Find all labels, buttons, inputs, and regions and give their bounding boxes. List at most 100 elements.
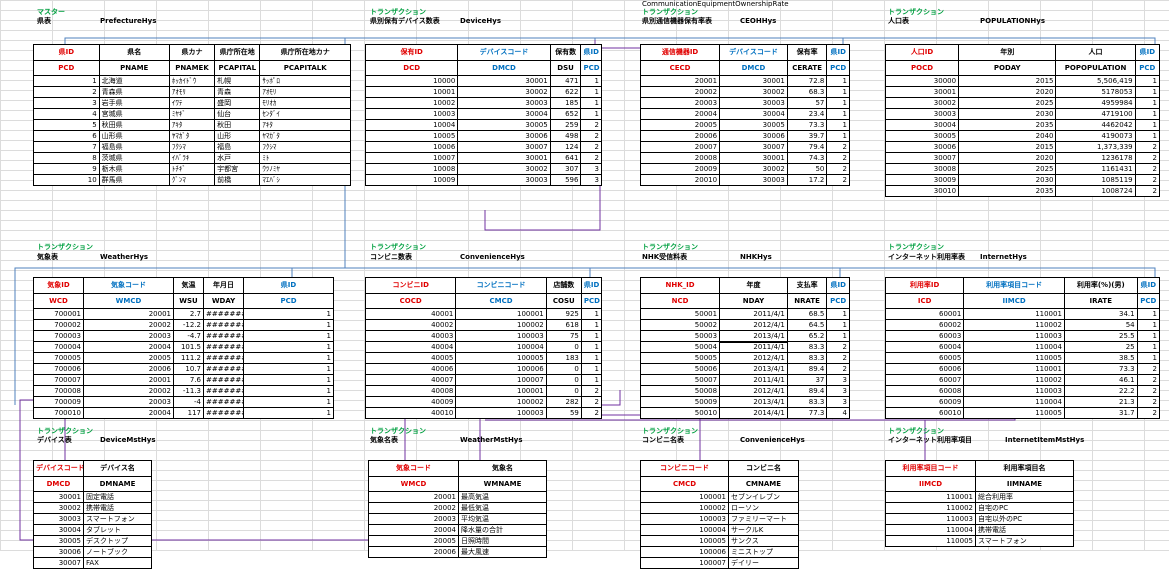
wea-cell[interactable]: 1 — [243, 341, 334, 353]
conv-cell[interactable]: 59 — [545, 407, 582, 419]
inetm-cell[interactable]: 110001 — [885, 491, 976, 503]
pop-cell[interactable]: 30005 — [884, 130, 960, 142]
conv-cell[interactable]: 40006 — [364, 363, 457, 375]
conv-cell[interactable]: 2 — [580, 396, 603, 408]
wea-cell[interactable]: 700002 — [33, 319, 84, 331]
nhk-cell[interactable]: 50009 — [639, 396, 721, 408]
nhk-cell[interactable]: 64.5 — [786, 319, 828, 331]
ce-cell[interactable]: 73.3 — [786, 119, 828, 131]
dev-cell[interactable]: 10005 — [364, 130, 459, 142]
nhk-cell[interactable]: 1 — [826, 319, 850, 331]
wea-cell[interactable]: ######## — [203, 319, 244, 331]
pref-cell[interactable]: 宮城県 — [98, 108, 170, 120]
pref-cell[interactable]: ｱｷﾀ — [259, 119, 351, 131]
conv-cell[interactable]: 2 — [580, 407, 603, 419]
nhk-cell[interactable]: 89.4 — [786, 363, 828, 375]
ce-cell[interactable]: 17.2 — [786, 174, 828, 186]
inet-cell[interactable]: 34.1 — [1063, 308, 1138, 320]
pref-cell[interactable]: ﾔﾏｶﾞﾀ — [259, 130, 351, 142]
conv-cell[interactable]: 40002 — [364, 319, 457, 331]
pop-header-h1-2[interactable]: 人口 — [1055, 44, 1136, 61]
wea-header-h2-4[interactable]: PCD — [243, 293, 334, 309]
conv-cell[interactable]: 100006 — [455, 363, 547, 375]
convm-cell[interactable]: 100006 — [640, 546, 729, 558]
weam-cell[interactable]: 降水量の合計 — [458, 524, 547, 536]
pop-cell[interactable]: 2030 — [958, 108, 1057, 120]
devm-cell[interactable]: 30005 — [33, 535, 84, 547]
inet-cell[interactable]: 54 — [1063, 319, 1138, 331]
conv-cell[interactable]: 1 — [580, 341, 603, 353]
nhk-cell[interactable]: 2013/4/1 — [719, 363, 788, 375]
conv-cell[interactable]: 183 — [545, 352, 582, 364]
pref-cell[interactable]: 7 — [33, 141, 100, 153]
wea-cell[interactable]: 20002 — [83, 385, 174, 397]
wea-cell[interactable]: 117 — [173, 407, 204, 419]
dev-header-h2-1[interactable]: DMCD — [457, 60, 551, 76]
weam-header-h2-1[interactable]: WMNAME — [458, 476, 547, 492]
dev-cell[interactable]: 1 — [580, 97, 602, 109]
nhk-cell[interactable]: 3 — [826, 385, 850, 397]
nhk-cell[interactable]: 37 — [786, 374, 828, 386]
pop-cell[interactable]: 1085119 — [1055, 174, 1136, 186]
wea-cell[interactable]: ######## — [203, 308, 244, 320]
dev-cell[interactable]: 10002 — [364, 97, 459, 109]
ce-cell[interactable]: 30001 — [719, 152, 788, 164]
pref-cell[interactable]: 8 — [33, 152, 100, 164]
inet-header-h2-0[interactable]: ICD — [884, 293, 965, 309]
nhk-cell[interactable]: 2 — [826, 363, 850, 375]
wea-cell[interactable]: 1 — [243, 363, 334, 375]
pop-cell[interactable]: 1008724 — [1055, 185, 1136, 197]
pop-cell[interactable]: 2 — [1134, 141, 1161, 153]
pref-header-h1-1[interactable]: 県名 — [98, 44, 170, 61]
pref-cell[interactable]: 岩手県 — [98, 97, 170, 109]
inet-header-h1-3[interactable]: 県ID — [1136, 277, 1161, 294]
devm-header-h2-1[interactable]: DMNAME — [83, 476, 152, 492]
inet-header-h1-1[interactable]: 利用率項目コード — [963, 277, 1065, 294]
pref-cell[interactable]: ｱｵﾓﾘ — [168, 86, 216, 98]
ce-cell[interactable]: 20009 — [639, 163, 721, 175]
conv-cell[interactable]: 618 — [545, 319, 582, 331]
weam-cell[interactable]: 日照時間 — [458, 535, 547, 547]
weam-cell[interactable]: 20001 — [368, 491, 459, 503]
nhk-cell[interactable]: 65.2 — [786, 330, 828, 342]
wea-cell[interactable]: 20003 — [83, 396, 174, 408]
ce-cell[interactable]: 2 — [826, 141, 850, 153]
ce-header-h2-3[interactable]: PCD — [826, 60, 850, 76]
nhk-header-h2-1[interactable]: NDAY — [719, 293, 788, 309]
pref-cell[interactable]: 福島県 — [98, 141, 170, 153]
convm-cell[interactable]: ローソン — [728, 502, 799, 514]
pop-cell[interactable]: 2035 — [958, 185, 1057, 197]
convm-cell[interactable]: デイリー — [728, 557, 799, 569]
dev-cell[interactable]: 30002 — [457, 163, 551, 175]
nhk-cell[interactable]: 2011/4/1 — [719, 341, 788, 353]
ce-cell[interactable]: 1 — [826, 119, 850, 131]
wea-cell[interactable]: 700003 — [33, 330, 84, 342]
nhk-cell[interactable]: 2012/4/1 — [719, 352, 788, 364]
conv-cell[interactable]: 100003 — [455, 330, 547, 342]
pref-cell[interactable]: ﾐﾄ — [259, 152, 351, 164]
wea-cell[interactable]: 1 — [243, 385, 334, 397]
wea-header-h1-4[interactable]: 県ID — [243, 277, 334, 294]
pref-header-h2-0[interactable]: PCD — [33, 60, 100, 76]
wea-cell[interactable]: 1 — [243, 407, 334, 419]
wea-cell[interactable]: ######## — [203, 330, 244, 342]
conv-cell[interactable]: 2 — [580, 385, 603, 397]
ce-cell[interactable]: 74.3 — [786, 152, 828, 164]
wea-cell[interactable]: 700001 — [33, 308, 84, 320]
ce-cell[interactable]: 1 — [826, 130, 850, 142]
pop-cell[interactable]: 2 — [1134, 163, 1161, 175]
dev-cell[interactable]: 30005 — [457, 119, 551, 131]
conv-cell[interactable]: 40001 — [364, 308, 457, 320]
inet-cell[interactable]: 46.1 — [1063, 374, 1138, 386]
dev-header-h1-3[interactable]: 県ID — [580, 44, 602, 61]
pref-cell[interactable]: 札幌 — [214, 75, 261, 87]
pref-header-h2-3[interactable]: PCAPITAL — [214, 60, 261, 76]
conv-cell[interactable]: 925 — [545, 308, 582, 320]
inetm-cell[interactable]: 携帯電話 — [975, 524, 1074, 536]
wea-cell[interactable]: 700005 — [33, 352, 84, 364]
ce-cell[interactable]: 20008 — [639, 152, 721, 164]
nhk-header-h1-2[interactable]: 支払率 — [786, 277, 828, 294]
nhk-cell[interactable]: 50004 — [639, 341, 721, 353]
pref-cell[interactable]: ﾏｴﾊﾞｼ — [259, 174, 351, 186]
pref-cell[interactable]: 3 — [33, 97, 100, 109]
